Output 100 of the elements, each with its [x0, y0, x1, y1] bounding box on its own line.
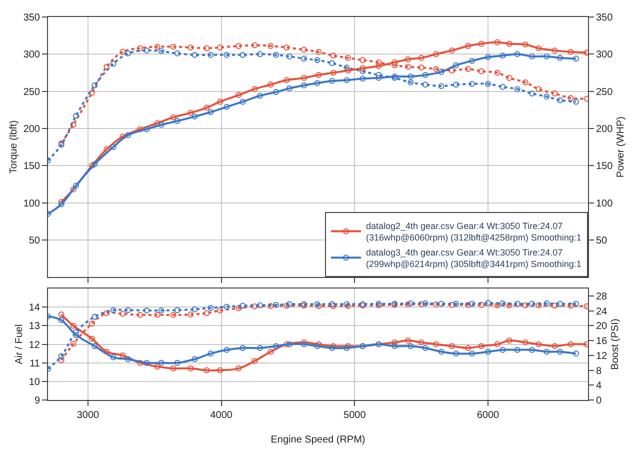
- point: [408, 73, 414, 80]
- point: [422, 300, 428, 306]
- point: [204, 310, 210, 316]
- point: [568, 48, 574, 55]
- point: [478, 40, 484, 47]
- point: [568, 341, 574, 348]
- point: [252, 86, 258, 92]
- point: [286, 341, 292, 348]
- point: [478, 302, 484, 308]
- point: [286, 53, 292, 60]
- legend-label: datalog3_4th gear.csv Gear:4 Wt:3050 Tire:24.07 (299whp@6214rpm) (305lbft@3441rpm) Smoothing:1: [366, 247, 582, 270]
- y-tick-label: 10: [28, 376, 40, 388]
- y2-tick-label: 350: [596, 12, 614, 24]
- point: [137, 312, 143, 318]
- y2-tick-label: 12: [596, 350, 608, 362]
- point: [217, 44, 223, 50]
- point: [522, 41, 528, 48]
- point: [314, 80, 320, 86]
- point: [208, 350, 214, 357]
- point: [252, 42, 258, 48]
- point: [170, 44, 176, 50]
- point: [573, 350, 579, 357]
- x-tick-label: 3000: [76, 410, 100, 421]
- point: [405, 64, 411, 70]
- point: [552, 90, 558, 97]
- point: [110, 354, 116, 360]
- point: [58, 357, 64, 364]
- point: [257, 51, 263, 58]
- point: [170, 365, 176, 372]
- y2-tick-label: 28: [596, 291, 608, 302]
- point: [485, 300, 491, 306]
- point: [573, 98, 579, 105]
- point: [284, 77, 290, 84]
- point: [89, 320, 95, 326]
- point: [204, 367, 210, 374]
- point: [170, 114, 176, 120]
- point: [204, 45, 210, 52]
- point: [330, 70, 336, 76]
- point: [405, 56, 411, 62]
- point: [557, 348, 563, 355]
- point: [494, 39, 500, 46]
- point: [345, 54, 351, 61]
- point: [376, 74, 382, 81]
- point: [301, 56, 307, 62]
- x-axis-title: Engine Speed (RPM): [270, 434, 366, 446]
- point: [408, 300, 414, 306]
- y-tick-label: 9: [34, 395, 40, 406]
- point: [208, 109, 214, 116]
- point: [268, 82, 274, 88]
- y2-axis-title: Power (WHP): [616, 116, 627, 178]
- point: [392, 59, 398, 66]
- point: [392, 339, 398, 346]
- point: [465, 42, 471, 49]
- point: [465, 66, 471, 72]
- point: [224, 104, 230, 110]
- point: [236, 42, 242, 49]
- point: [188, 44, 194, 50]
- point: [418, 301, 424, 308]
- point: [252, 358, 258, 364]
- point: [70, 340, 76, 347]
- point: [418, 339, 424, 346]
- point: [236, 92, 242, 98]
- point: [465, 302, 471, 308]
- y2-tick-label: 100: [596, 198, 614, 210]
- point: [125, 50, 131, 56]
- point: [478, 68, 484, 74]
- point: [286, 85, 292, 92]
- y-tick-label: 300: [23, 50, 40, 61]
- point: [536, 302, 542, 308]
- point: [89, 336, 95, 342]
- point: [104, 310, 110, 316]
- y2-tick-label: 8: [596, 366, 602, 377]
- point: [453, 300, 459, 307]
- point: [224, 304, 230, 310]
- point: [506, 302, 512, 308]
- point: [329, 78, 335, 84]
- point: [273, 89, 279, 96]
- point: [514, 51, 520, 58]
- y2-tick-label: 0: [596, 395, 602, 406]
- point: [478, 343, 484, 350]
- point: [514, 346, 520, 353]
- point: [144, 47, 150, 54]
- point: [500, 52, 506, 59]
- x-tick-label: 4000: [210, 410, 233, 421]
- x-tick-label: 6000: [476, 410, 500, 421]
- point: [208, 52, 214, 58]
- point: [453, 62, 459, 68]
- point: [438, 348, 444, 355]
- point: [438, 300, 444, 307]
- point: [433, 51, 439, 58]
- point: [125, 307, 131, 314]
- point: [465, 344, 471, 351]
- point: [536, 45, 542, 52]
- point: [557, 97, 563, 104]
- point: [240, 302, 246, 309]
- point: [376, 59, 382, 66]
- point: [92, 82, 98, 88]
- point: [110, 60, 116, 67]
- point: [573, 300, 579, 307]
- point: [568, 302, 574, 309]
